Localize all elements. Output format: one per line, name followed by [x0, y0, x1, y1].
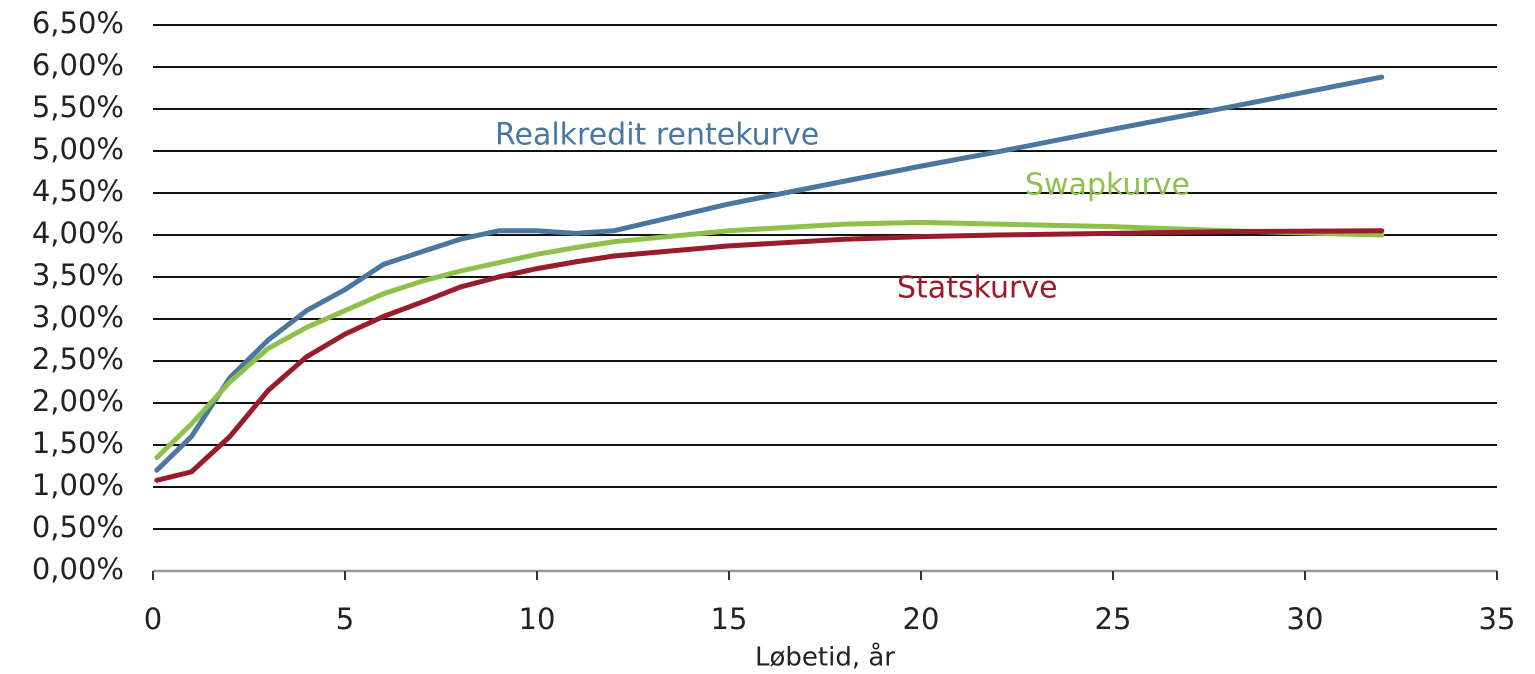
y-tick-label: 4,00% — [32, 216, 124, 250]
line-series — [154, 219, 1385, 461]
y-tick-label: 2,50% — [32, 342, 124, 376]
y-tick-label: 3,00% — [32, 300, 124, 334]
line-series — [154, 74, 1385, 473]
line-series — [154, 228, 1385, 483]
x-axis-label: Løbetid, år — [755, 642, 895, 673]
y-tick-label: 5,50% — [32, 90, 124, 124]
x-tick-label: 0 — [144, 602, 162, 636]
x-tick-label: 30 — [1287, 602, 1324, 636]
y-tick-label: 6,50% — [32, 6, 124, 40]
y-tick-label: 0,50% — [32, 510, 124, 544]
x-tick-label: 5 — [336, 602, 354, 636]
y-tick-label: 5,00% — [32, 132, 124, 166]
y-tick-label: 1,50% — [32, 426, 124, 460]
y-tick-label: 2,00% — [32, 384, 124, 418]
y-tick-label: 3,50% — [32, 258, 124, 292]
series-label: Swapkurve — [1025, 168, 1190, 203]
y-tick-label: 1,00% — [32, 468, 124, 502]
y-tick-label: 0,00% — [32, 552, 124, 586]
series-label: Realkredit rentekurve — [495, 118, 819, 153]
series-label: Statskurve — [897, 271, 1058, 306]
y-tick-label: 4,50% — [32, 174, 124, 208]
x-tick-label: 35 — [1479, 602, 1516, 636]
y-tick-label: 6,00% — [32, 48, 124, 82]
x-tick-label: 20 — [903, 602, 940, 636]
x-tick-label: 10 — [519, 602, 556, 636]
x-tick-label: 25 — [1095, 602, 1132, 636]
x-tick-label: 15 — [711, 602, 748, 636]
